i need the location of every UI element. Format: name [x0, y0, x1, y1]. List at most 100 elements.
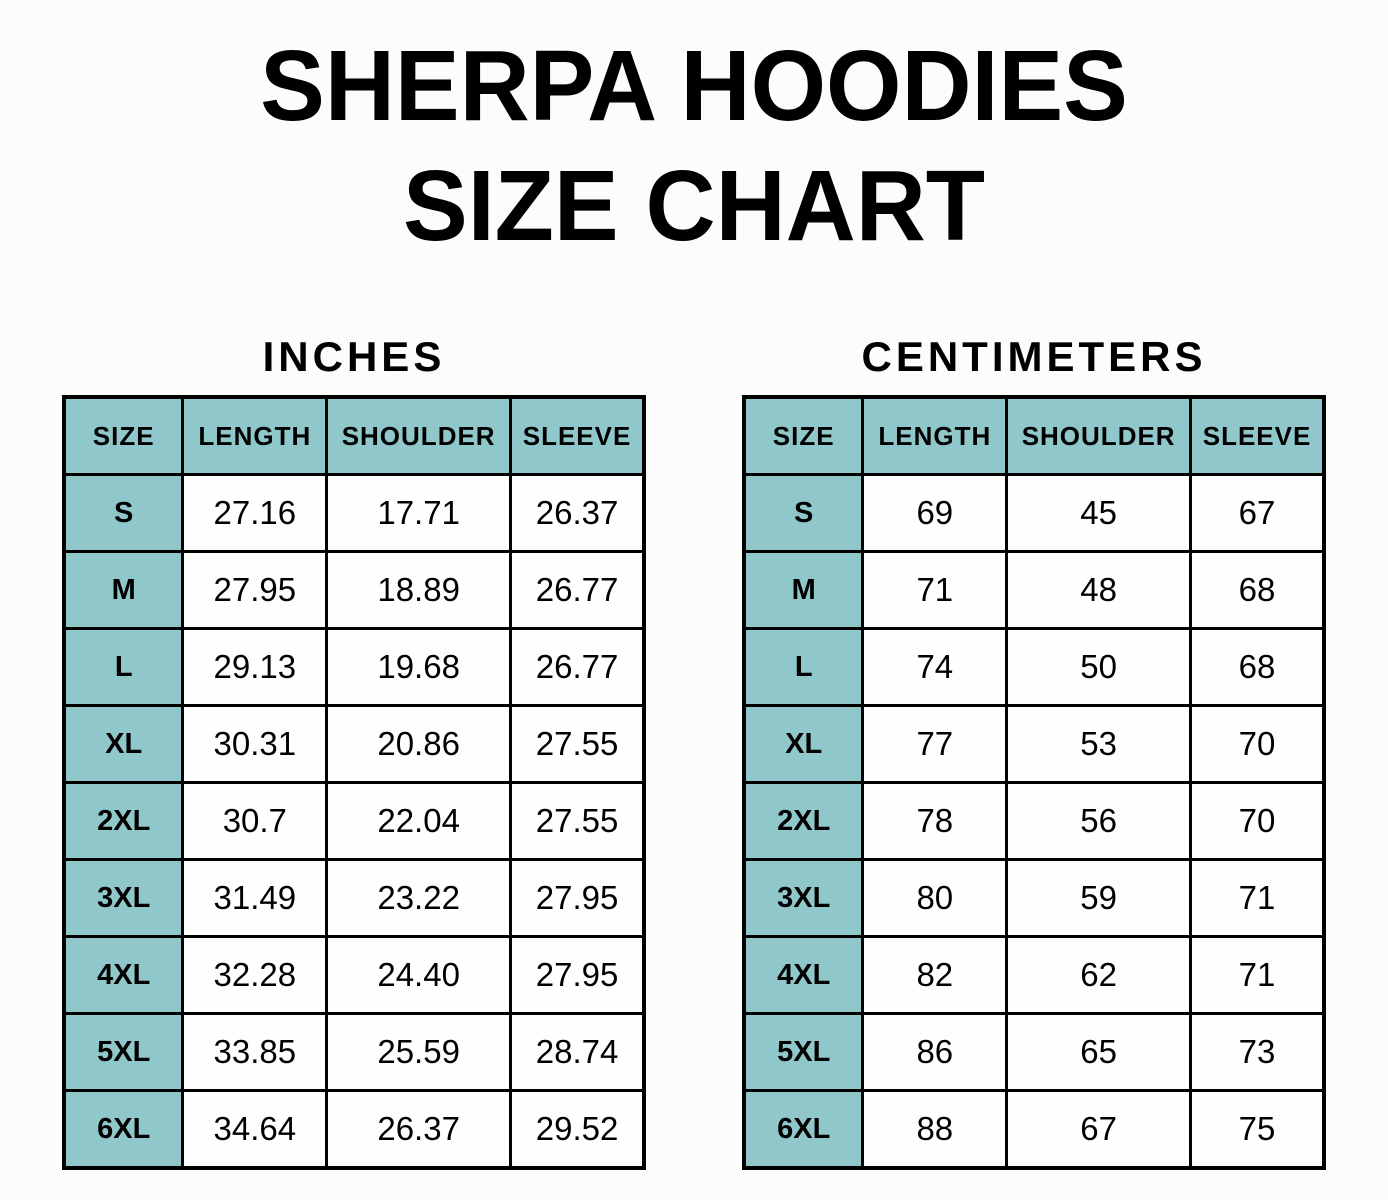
- value-shoulder: 19.68: [325, 627, 513, 707]
- size-label: S: [742, 473, 865, 553]
- value-shoulder: 48: [1005, 550, 1193, 630]
- value-shoulder: 24.40: [325, 935, 513, 1015]
- value-shoulder: 65: [1005, 1012, 1193, 1092]
- size-label: 3XL: [62, 858, 185, 938]
- value-shoulder: 59: [1005, 858, 1193, 938]
- col-header-shoulder: SHOULDER: [1005, 395, 1193, 476]
- value-shoulder: 17.71: [325, 473, 513, 553]
- table-row: 2XL 78 56 70: [742, 781, 1326, 861]
- table-row: 5XL 86 65 73: [742, 1012, 1326, 1092]
- value-shoulder: 25.59: [325, 1012, 513, 1092]
- inches-heading: INCHES: [262, 333, 446, 380]
- tables-row: INCHES SIZE LENGTH SHOULDER SLEEVE S 27.16 17…: [0, 333, 1388, 1170]
- table-row: 5XL 33.85 25.59 28.74: [62, 1012, 646, 1092]
- value-sleeve: 27.55: [509, 704, 646, 784]
- col-header-shoulder: SHOULDER: [325, 395, 513, 476]
- value-length: 30.7: [181, 781, 329, 861]
- size-label: M: [742, 550, 865, 630]
- value-sleeve: 68: [1189, 627, 1326, 707]
- size-label: 4XL: [62, 935, 185, 1015]
- table-row: 6XL 88 67 75: [742, 1089, 1326, 1170]
- value-shoulder: 45: [1005, 473, 1193, 553]
- value-length: 31.49: [181, 858, 329, 938]
- size-label: M: [62, 550, 185, 630]
- value-length: 77: [861, 704, 1009, 784]
- value-sleeve: 70: [1189, 781, 1326, 861]
- value-length: 69: [861, 473, 1009, 553]
- col-header-sleeve: SLEEVE: [509, 395, 646, 476]
- size-label: XL: [742, 704, 865, 784]
- value-sleeve: 29.52: [509, 1089, 646, 1170]
- value-shoulder: 67: [1005, 1089, 1193, 1170]
- inches-section: INCHES SIZE LENGTH SHOULDER SLEEVE S 27.16 17…: [62, 333, 646, 1170]
- col-header-length: LENGTH: [181, 395, 329, 476]
- value-shoulder: 26.37: [325, 1089, 513, 1170]
- value-length: 29.13: [181, 627, 329, 707]
- col-header-size: SIZE: [742, 395, 865, 476]
- table-row: 4XL 32.28 24.40 27.95: [62, 935, 646, 1015]
- value-length: 80: [861, 858, 1009, 938]
- header-row: SIZE LENGTH SHOULDER SLEEVE: [62, 395, 646, 476]
- value-sleeve: 71: [1189, 858, 1326, 938]
- page-title-line1: SHERPA HOODIES: [260, 30, 1128, 142]
- value-sleeve: 27.55: [509, 781, 646, 861]
- col-header-length: LENGTH: [861, 395, 1009, 476]
- centimeters-section: CENTIMETERS SIZE LENGTH SHOULDER SLEEVE S 69…: [742, 333, 1326, 1170]
- size-label: 6XL: [742, 1089, 865, 1170]
- inches-table: SIZE LENGTH SHOULDER SLEEVE S 27.16 17.71 26.3…: [62, 395, 646, 1170]
- size-label: 2XL: [742, 781, 865, 861]
- value-length: 27.16: [181, 473, 329, 553]
- value-sleeve: 26.77: [509, 550, 646, 630]
- value-shoulder: 20.86: [325, 704, 513, 784]
- value-length: 30.31: [181, 704, 329, 784]
- table-row: M 71 48 68: [742, 550, 1326, 630]
- table-row: 4XL 82 62 71: [742, 935, 1326, 1015]
- value-sleeve: 28.74: [509, 1012, 646, 1092]
- value-shoulder: 22.04: [325, 781, 513, 861]
- size-label: L: [62, 627, 185, 707]
- size-label: 4XL: [742, 935, 865, 1015]
- table-row: S 69 45 67: [742, 473, 1326, 553]
- value-sleeve: 26.77: [509, 627, 646, 707]
- value-sleeve: 67: [1189, 473, 1326, 553]
- table-row: 2XL 30.7 22.04 27.55: [62, 781, 646, 861]
- table-row: 6XL 34.64 26.37 29.52: [62, 1089, 646, 1170]
- value-sleeve: 26.37: [509, 473, 646, 553]
- value-length: 82: [861, 935, 1009, 1015]
- value-sleeve: 71: [1189, 935, 1326, 1015]
- value-length: 86: [861, 1012, 1009, 1092]
- value-length: 34.64: [181, 1089, 329, 1170]
- centimeters-heading: CENTIMETERS: [861, 333, 1207, 380]
- size-label: 5XL: [62, 1012, 185, 1092]
- value-length: 74: [861, 627, 1009, 707]
- value-length: 32.28: [181, 935, 329, 1015]
- table-row: 3XL 31.49 23.22 27.95: [62, 858, 646, 938]
- value-length: 88: [861, 1089, 1009, 1170]
- value-sleeve: 27.95: [509, 935, 646, 1015]
- value-sleeve: 73: [1189, 1012, 1326, 1092]
- value-length: 27.95: [181, 550, 329, 630]
- value-shoulder: 62: [1005, 935, 1193, 1015]
- table-row: 3XL 80 59 71: [742, 858, 1326, 938]
- value-length: 33.85: [181, 1012, 329, 1092]
- value-sleeve: 27.95: [509, 858, 646, 938]
- value-shoulder: 56: [1005, 781, 1193, 861]
- col-header-sleeve: SLEEVE: [1189, 395, 1326, 476]
- table-row: L 74 50 68: [742, 627, 1326, 707]
- header-row: SIZE LENGTH SHOULDER SLEEVE: [742, 395, 1326, 476]
- value-length: 78: [861, 781, 1009, 861]
- value-sleeve: 75: [1189, 1089, 1326, 1170]
- value-shoulder: 53: [1005, 704, 1193, 784]
- value-length: 71: [861, 550, 1009, 630]
- centimeters-table: SIZE LENGTH SHOULDER SLEEVE S 69 45 67 M 71 48 68 L…: [742, 395, 1326, 1170]
- size-label: 6XL: [62, 1089, 185, 1170]
- table-row: S 27.16 17.71 26.37: [62, 473, 646, 553]
- value-shoulder: 18.89: [325, 550, 513, 630]
- size-label: 2XL: [62, 781, 185, 861]
- size-label: S: [62, 473, 185, 553]
- page-title: SHERPA HOODIES SIZE CHART: [0, 26, 1388, 266]
- size-label: XL: [62, 704, 185, 784]
- size-label: 5XL: [742, 1012, 865, 1092]
- table-row: L 29.13 19.68 26.77: [62, 627, 646, 707]
